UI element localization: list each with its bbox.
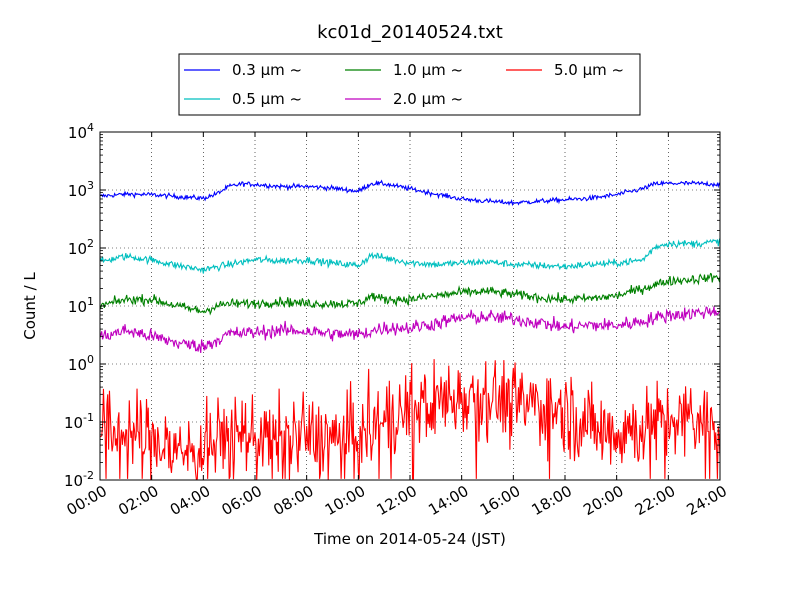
y-tick-base: 10: [68, 124, 87, 142]
y-tick-label: 100: [68, 353, 94, 374]
series-line-3: [100, 306, 720, 354]
y-axis-label: Count / L: [21, 272, 39, 340]
y-tick-label: 10-2: [64, 469, 94, 490]
legend-label: 5.0 μm ~: [554, 61, 624, 79]
legend: 0.3 μm ~ 0.5 μm ~ 1.0 μm ~ 2.0 μm ~ 5.0 μm ~: [178, 53, 641, 116]
series-group: [100, 179, 720, 480]
y-tick-base: 10: [68, 356, 87, 374]
y-tick-exponent: -1: [83, 411, 94, 424]
legend-label: 0.3 μm ~: [232, 61, 302, 79]
y-tick-base: 10: [68, 298, 87, 316]
y-tick-label: 101: [68, 295, 94, 316]
y-tick-label: 103: [68, 179, 94, 200]
y-tick-exponent: 3: [87, 179, 94, 192]
y-tick-base: 10: [68, 240, 87, 258]
y-tick-base: 10: [64, 414, 83, 432]
legend-label: 1.0 μm ~: [393, 61, 463, 79]
y-tick-label: 102: [68, 237, 94, 258]
y-tick-exponent: 0: [87, 353, 94, 366]
y-tick-exponent: -2: [83, 469, 94, 482]
series-line-4: [100, 359, 720, 480]
y-tick-label: 104: [68, 121, 94, 142]
legend-label: 2.0 μm ~: [393, 90, 463, 108]
y-tick-exponent: 2: [87, 237, 94, 250]
plot-area: 00:00 02:00 04:00 06:00 08:00 10:00 12:00 14:00…: [64, 121, 730, 519]
y-tick-label: 10-1: [64, 411, 94, 432]
y-tick-base: 10: [68, 182, 87, 200]
y-tick-exponent: 1: [87, 295, 94, 308]
chart-title: kc01d_20140524.txt: [317, 22, 503, 43]
series-line-1: [100, 238, 720, 274]
series-line-0: [100, 179, 720, 207]
y-tick-exponent: 4: [87, 121, 94, 134]
y-tick-base: 10: [64, 472, 83, 490]
legend-label: 0.5 μm ~: [232, 90, 302, 108]
x-axis-label: Time on 2014-05-24 (JST): [313, 530, 506, 548]
legend-box: [178, 53, 641, 116]
series-line-2: [100, 272, 720, 316]
